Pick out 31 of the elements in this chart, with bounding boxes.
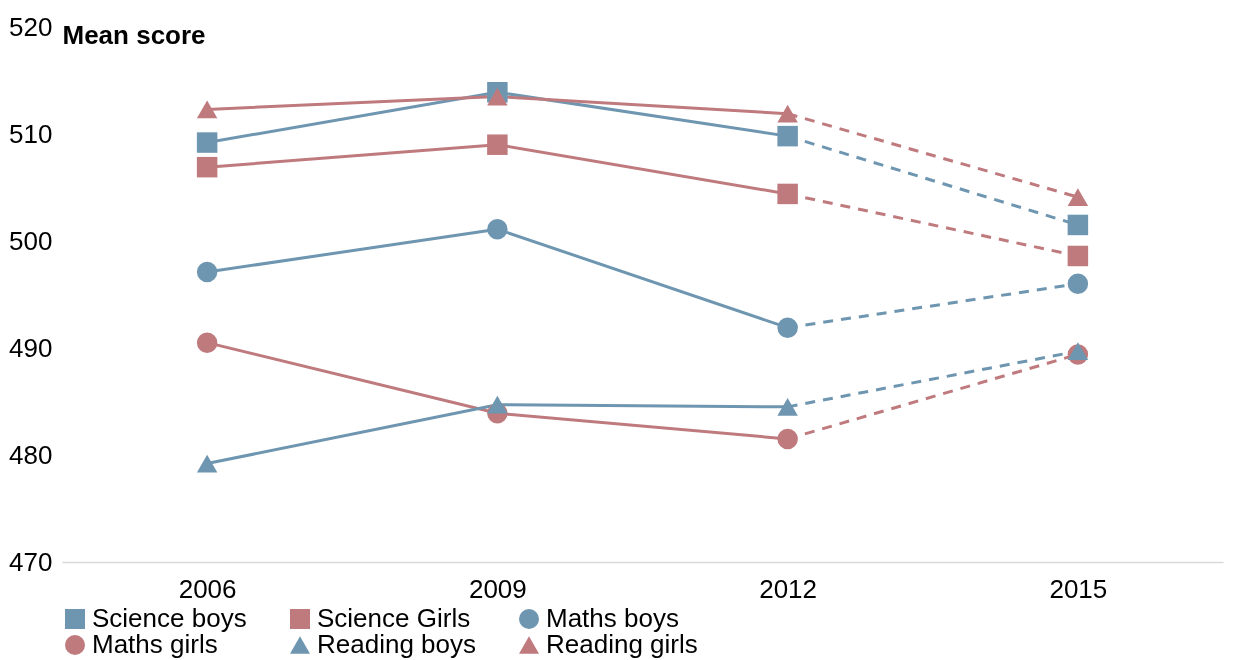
point: [777, 317, 798, 338]
point: [1067, 273, 1089, 295]
point: [196, 454, 218, 473]
x-tick-label: 2012: [759, 573, 818, 604]
y-tick-label: 490: [9, 332, 53, 363]
y-axis-title: Mean score: [62, 19, 206, 50]
point: [777, 104, 798, 123]
y-tick-label: 520: [9, 11, 53, 42]
point: [196, 332, 218, 353]
y-tick-label: 480: [9, 439, 53, 470]
y-tick-label: 510: [9, 118, 53, 149]
point: [777, 428, 798, 450]
point: [487, 395, 508, 414]
legend-label: Maths boys: [546, 603, 679, 633]
x-tick-label: 2009: [468, 573, 527, 604]
point: [777, 125, 798, 147]
x-tick-label: 2006: [178, 573, 237, 604]
point: [196, 132, 218, 153]
y-tick-label: 500: [9, 225, 53, 256]
y-tick-label: 470: [9, 546, 53, 577]
point: [487, 87, 508, 106]
x-tick-label: 2015: [1049, 573, 1108, 604]
point: [487, 219, 508, 240]
point: [196, 100, 218, 119]
point: [196, 261, 218, 283]
point: [777, 397, 798, 416]
point: [487, 134, 508, 155]
point: [1067, 245, 1089, 267]
point: [777, 183, 798, 205]
point: [1067, 214, 1089, 236]
point: [196, 156, 218, 178]
